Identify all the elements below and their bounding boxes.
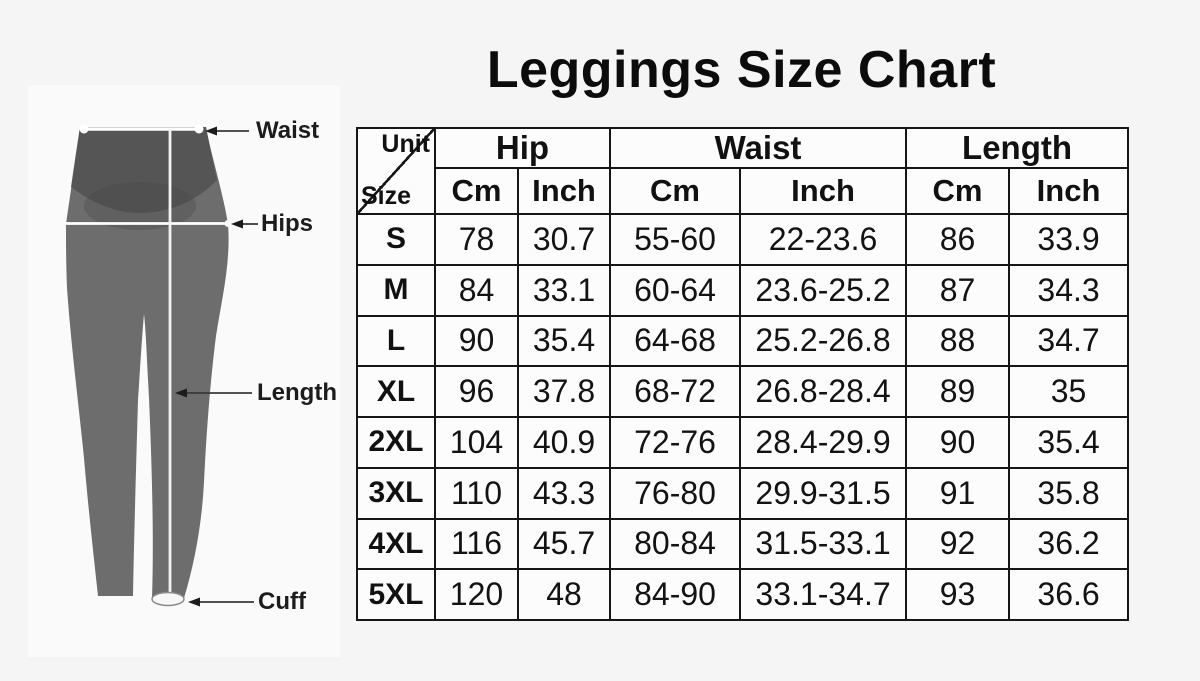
length-label: Length	[257, 379, 337, 406]
value-cell: 33.1	[516, 263, 612, 317]
value-cell: 33.9	[1008, 213, 1130, 266]
value-cell: 92	[905, 517, 1011, 571]
corner-cell: Unit Size	[356, 127, 436, 215]
page-title: Leggings Size Chart	[486, 41, 997, 99]
value-cell: 72-76	[609, 416, 742, 469]
value-cell: 30.7	[516, 213, 612, 266]
unit-header-row: Cm Inch Cm Inch Cm Inch	[357, 167, 1130, 215]
unit-header-length-cm: Cm	[905, 167, 1011, 215]
hips-label: Hips	[261, 210, 314, 237]
table-row: 2XL 104 40.9 72-76 28.4-29.9 90 35.4	[356, 416, 1130, 469]
unit-header-waist-inch: Inch	[739, 167, 908, 215]
value-cell: 35.4	[516, 314, 612, 368]
table-row: 3XL 110 43.3 76-80 29.9-31.5 91 35.8	[356, 466, 1130, 520]
value-cell: 35.8	[1008, 466, 1130, 520]
value-cell: 36.6	[1008, 568, 1130, 621]
size-table-body: S 78 30.7 55-60 22-23.6 86 33.9 M 84 33.1 60-64 23.…	[356, 213, 1130, 621]
value-cell: 80-84	[609, 517, 742, 571]
cuff-ellipse	[151, 591, 185, 607]
group-header-length: Length	[905, 127, 1130, 169]
unit-header-hip-inch: Inch	[516, 167, 612, 215]
value-cell: 37.8	[516, 365, 612, 418]
cuff-arrow	[188, 597, 254, 607]
value-cell: 34.3	[1008, 263, 1130, 317]
value-cell: 89	[905, 365, 1011, 418]
value-cell: 110	[434, 466, 519, 520]
hips-arrow	[231, 219, 258, 229]
unit-header-waist-cm: Cm	[609, 167, 742, 215]
value-cell: 35.4	[1008, 416, 1130, 469]
table-row: L 90 35.4 64-68 25.2-26.8 88 34.7	[356, 314, 1130, 368]
waist-arrow	[205, 126, 249, 136]
leggings-waistband	[71, 127, 217, 213]
value-cell: 31.5-33.1	[739, 517, 908, 571]
size-cell: 3XL	[356, 466, 436, 520]
size-cell: L	[356, 314, 436, 368]
leggings-silhouette	[66, 127, 229, 598]
value-cell: 104	[434, 416, 519, 469]
table-row: 4XL 116 45.7 80-84 31.5-33.1 92 36.2	[356, 517, 1130, 571]
value-cell: 60-64	[609, 263, 742, 317]
hips-line-right-dot	[224, 220, 232, 227]
value-cell: 86	[905, 213, 1011, 266]
leggings-diagram	[66, 124, 258, 607]
value-cell: 87	[905, 263, 1011, 317]
group-header-waist: Waist	[609, 127, 908, 169]
value-cell: 35	[1008, 365, 1130, 418]
value-cell: 34.7	[1008, 314, 1130, 368]
value-cell: 25.2-26.8	[739, 314, 908, 368]
size-cell: XL	[356, 365, 436, 418]
waist-label: Waist	[256, 117, 320, 144]
value-cell: 23.6-25.2	[739, 263, 908, 317]
value-cell: 36.2	[1008, 517, 1130, 571]
group-header-row: Unit Size Hip Waist Length	[356, 127, 1130, 215]
value-cell: 48	[516, 568, 612, 621]
value-cell: 93	[905, 568, 1011, 621]
corner-unit-label: Unit	[381, 130, 430, 158]
cuff-label: Cuff	[258, 588, 306, 615]
value-cell: 28.4-29.9	[739, 416, 908, 469]
value-cell: 90	[434, 314, 519, 368]
value-cell: 91	[905, 466, 1011, 520]
size-cell: 4XL	[356, 517, 436, 571]
value-cell: 78	[434, 213, 519, 266]
unit-header-length-inch: Inch	[1008, 167, 1130, 215]
value-cell: 43.3	[516, 466, 612, 520]
value-cell: 55-60	[609, 213, 742, 266]
value-cell: 90	[905, 416, 1011, 469]
unit-header-hip-cm: Cm	[434, 167, 519, 215]
length-arrow	[175, 388, 252, 398]
size-cell: M	[356, 263, 436, 317]
value-cell: 45.7	[516, 517, 612, 571]
value-cell: 88	[905, 314, 1011, 368]
value-cell: 96	[434, 365, 519, 418]
value-cell: 29.9-31.5	[739, 466, 908, 520]
size-cell: 2XL	[356, 416, 436, 469]
value-cell: 84-90	[609, 568, 742, 621]
value-cell: 40.9	[516, 416, 612, 469]
size-table: Unit Size Hip Waist Length Cm Inch Cm In…	[356, 127, 1130, 621]
waist-line-left-dot	[79, 124, 89, 134]
table-row: 5XL 120 48 84-90 33.1-34.7 93 36.6	[356, 568, 1130, 621]
value-cell: 64-68	[609, 314, 742, 368]
value-cell: 26.8-28.4	[739, 365, 908, 418]
value-cell: 116	[434, 517, 519, 571]
size-cell: 5XL	[356, 568, 436, 621]
table-row: M 84 33.1 60-64 23.6-25.2 87 34.3	[356, 263, 1130, 317]
value-cell: 76-80	[609, 466, 742, 520]
value-cell: 33.1-34.7	[739, 568, 908, 621]
table-row: S 78 30.7 55-60 22-23.6 86 33.9	[356, 213, 1130, 266]
table-row: XL 96 37.8 68-72 26.8-28.4 89 35	[356, 365, 1130, 418]
value-cell: 68-72	[609, 365, 742, 418]
value-cell: 84	[434, 263, 519, 317]
size-cell: S	[356, 213, 436, 266]
waist-line-right-dot	[194, 124, 204, 134]
value-cell: 22-23.6	[739, 213, 908, 266]
waistband-shadow	[84, 182, 196, 230]
corner-size-label: Size	[361, 182, 412, 210]
value-cell: 120	[434, 568, 519, 621]
group-header-hip: Hip	[433, 127, 612, 169]
